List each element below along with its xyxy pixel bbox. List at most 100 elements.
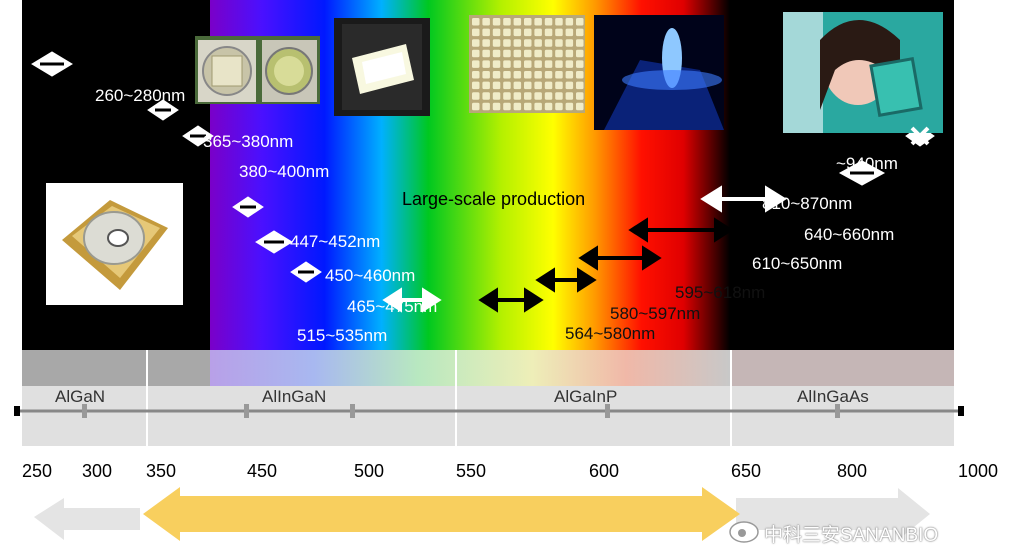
led-array-cell bbox=[534, 60, 542, 68]
led-array-cell bbox=[555, 60, 563, 68]
photo-led-chips bbox=[195, 36, 320, 104]
scale-label: 500 bbox=[354, 461, 385, 481]
range-label: 810~870nm bbox=[762, 194, 853, 213]
led-array-cell bbox=[544, 102, 553, 111]
range-label: 447~452nm bbox=[290, 232, 381, 251]
led-array-cell bbox=[472, 49, 480, 58]
led-array-cell bbox=[534, 39, 542, 47]
led-array-cell bbox=[565, 92, 574, 100]
led-array-cell bbox=[503, 18, 511, 26]
led-array-cell bbox=[472, 39, 480, 47]
uv-range-arrow bbox=[34, 498, 140, 540]
material-label: AlGaInP bbox=[554, 387, 618, 406]
led-array-cell bbox=[524, 81, 532, 90]
led-array-cell bbox=[565, 81, 574, 90]
led-array-cell bbox=[544, 60, 553, 68]
led-array-cell bbox=[555, 102, 563, 111]
led-array-cell bbox=[482, 28, 490, 37]
led-array-cell bbox=[534, 71, 542, 79]
led-array-cell bbox=[513, 102, 522, 111]
scale-label: 800 bbox=[837, 461, 868, 481]
led-array-cell bbox=[524, 18, 532, 26]
led-array-cell bbox=[482, 71, 490, 79]
range-label: 640~660nm bbox=[804, 225, 895, 244]
led-array-cell bbox=[503, 60, 511, 68]
led-array-cell bbox=[472, 18, 480, 26]
led-array-cell bbox=[492, 39, 501, 47]
led-array-cell bbox=[472, 60, 480, 68]
led-array-cell bbox=[482, 39, 490, 47]
led-array-cell bbox=[565, 49, 574, 58]
scale-label: 550 bbox=[456, 461, 487, 481]
scale-label: 300 bbox=[82, 461, 113, 481]
photo-uv-led bbox=[46, 183, 183, 305]
led-array-cell bbox=[482, 81, 490, 90]
led-array-cell bbox=[524, 28, 532, 37]
led-array-cell bbox=[513, 39, 522, 47]
scale-label: 600 bbox=[589, 461, 620, 481]
scale-label: 1000 bbox=[958, 461, 999, 481]
led-array-cell bbox=[544, 71, 553, 79]
range-label: 380~400nm bbox=[239, 162, 330, 181]
led-array-cell bbox=[576, 71, 584, 79]
led-array-cell bbox=[513, 92, 522, 100]
led-array-cell bbox=[555, 49, 563, 58]
led-array-cell bbox=[534, 49, 542, 58]
led-array-cell bbox=[492, 92, 501, 100]
led-array-cell bbox=[555, 28, 563, 37]
led-array-cell bbox=[482, 102, 490, 111]
led-array-cell bbox=[565, 71, 574, 79]
led-array-cell bbox=[576, 81, 584, 90]
led-array-cell bbox=[513, 71, 522, 79]
led-array-cell bbox=[544, 92, 553, 100]
photo-white-led-strip bbox=[334, 18, 430, 116]
photo-led-array bbox=[469, 15, 585, 113]
led-array-cell bbox=[565, 39, 574, 47]
led-array-cell bbox=[482, 18, 490, 26]
led-array-cell bbox=[503, 102, 511, 111]
range-label: ~940nm bbox=[836, 154, 898, 173]
led-array-cell bbox=[534, 28, 542, 37]
range-label: 515~535nm bbox=[297, 326, 388, 345]
photo-blue-led-glow bbox=[594, 15, 724, 130]
led-array-cell bbox=[576, 28, 584, 37]
led-array-cell bbox=[555, 81, 563, 90]
watermark-text: 中科三安SANANBIO bbox=[764, 525, 939, 546]
led-array-cell bbox=[544, 81, 553, 90]
range-label: 595~618nm bbox=[675, 283, 766, 302]
led-array-cell bbox=[524, 60, 532, 68]
led-array-cell bbox=[534, 81, 542, 90]
led-array-cell bbox=[534, 18, 542, 26]
led-array-cell bbox=[565, 18, 574, 26]
led-array-cell bbox=[513, 81, 522, 90]
led-array-cell bbox=[472, 102, 480, 111]
scale-label: 450 bbox=[247, 461, 278, 481]
range-label: 365~380nm bbox=[203, 132, 294, 151]
led-array-cell bbox=[472, 92, 480, 100]
led-array-cell bbox=[472, 28, 480, 37]
led-array-cell bbox=[524, 71, 532, 79]
led-array-cell bbox=[576, 102, 584, 111]
led-array-cell bbox=[503, 92, 511, 100]
range-label: 260~280nm bbox=[95, 86, 186, 105]
led-array-cell bbox=[524, 49, 532, 58]
led-array-cell bbox=[503, 81, 511, 90]
material-band-lower bbox=[22, 386, 954, 446]
led-array-cell bbox=[565, 60, 574, 68]
visible-range-arrow bbox=[143, 487, 740, 541]
scale-label: 650 bbox=[731, 461, 762, 481]
led-array-cell bbox=[492, 60, 501, 68]
range-label: 465~475nm bbox=[347, 297, 438, 316]
led-array-cell bbox=[513, 49, 522, 58]
led-array-cell bbox=[576, 49, 584, 58]
led-array-cell bbox=[544, 39, 553, 47]
range-label: 564~580nm bbox=[565, 324, 656, 343]
led-array-cell bbox=[503, 39, 511, 47]
led-array-cell bbox=[492, 18, 501, 26]
led-array-cell bbox=[576, 39, 584, 47]
led-array-cell bbox=[503, 49, 511, 58]
ir-range-arrow bbox=[736, 488, 930, 540]
led-array-cell bbox=[534, 102, 542, 111]
scale-label: 350 bbox=[146, 461, 177, 481]
